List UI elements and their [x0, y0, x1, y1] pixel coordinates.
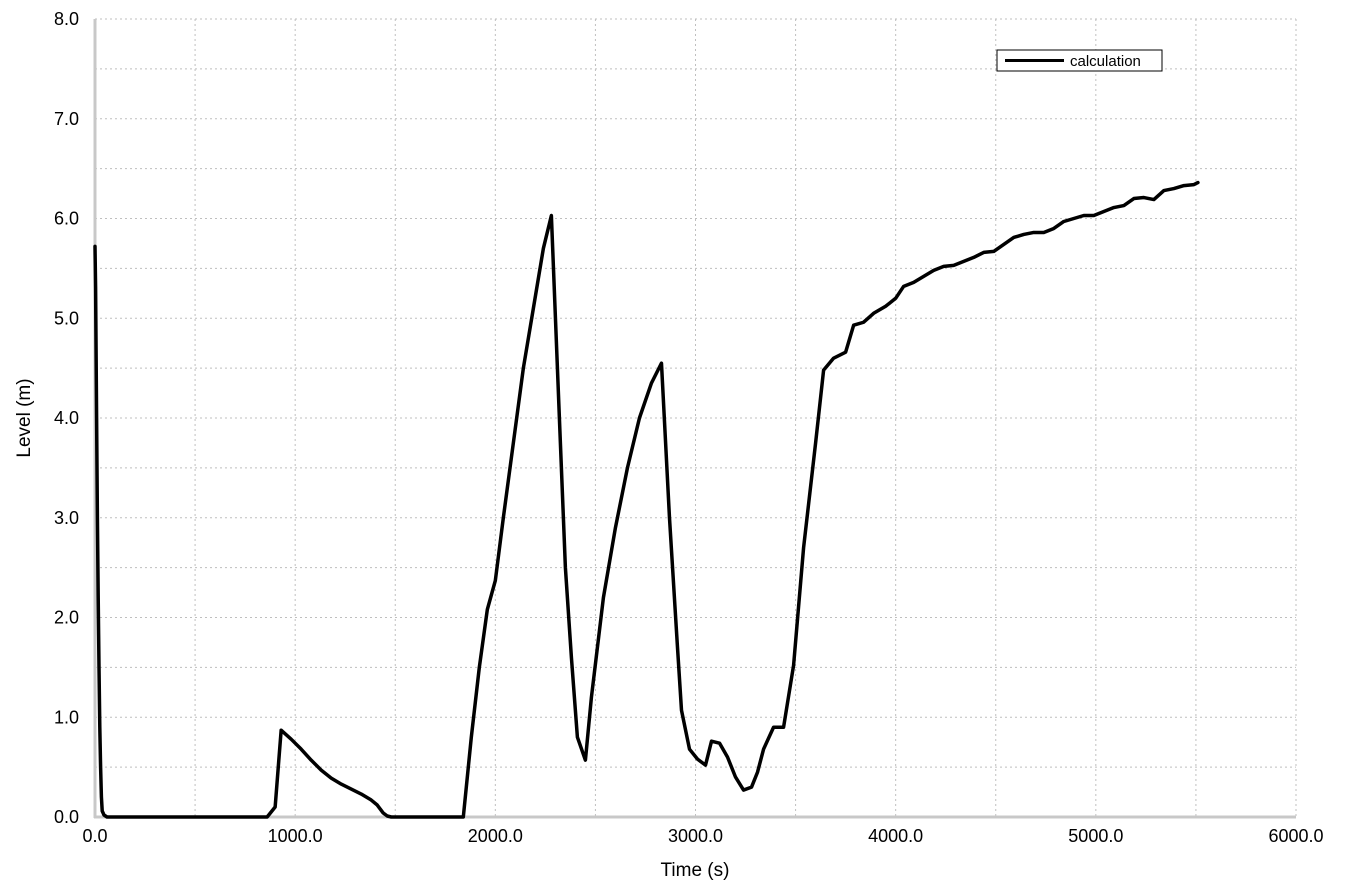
x-tick-labels: 0.0 1000.0 2000.0 3000.0 4000.0 5000.0 6000.0	[82, 826, 1323, 846]
x-tick-label: 1000.0	[268, 826, 323, 846]
series-line-calculation	[93, 180, 1200, 819]
y-tick-label: 6.0	[54, 209, 79, 229]
legend-label-calculation: calculation	[1070, 53, 1141, 70]
x-tick-label: 2000.0	[468, 826, 523, 846]
y-tick-label: 1.0	[54, 707, 79, 727]
series-group	[93, 180, 1200, 819]
y-tick-label: 8.0	[54, 9, 79, 29]
y-tick-label: 2.0	[54, 608, 79, 628]
y-tick-labels: 0.0 1.0 2.0 3.0 4.0 5.0 6.0 7.0 8.0	[54, 9, 79, 827]
x-tick-label: 4000.0	[868, 826, 923, 846]
y-axis-title: Level (m)	[14, 378, 35, 457]
x-tick-label: 0.0	[82, 826, 107, 846]
grid-lines	[95, 18, 1297, 817]
y-tick-label: 0.0	[54, 807, 79, 827]
y-tick-label: 3.0	[54, 508, 79, 528]
y-tick-label: 4.0	[54, 408, 79, 428]
legend: calculation	[996, 49, 1163, 72]
y-tick-label: 5.0	[54, 308, 79, 328]
legend-box	[996, 49, 1163, 72]
x-tick-label: 6000.0	[1268, 826, 1323, 846]
x-tick-label: 5000.0	[1068, 826, 1123, 846]
y-tick-label: 7.0	[54, 109, 79, 129]
x-axis-title: Time (s)	[661, 860, 730, 881]
x-tick-label: 3000.0	[668, 826, 723, 846]
